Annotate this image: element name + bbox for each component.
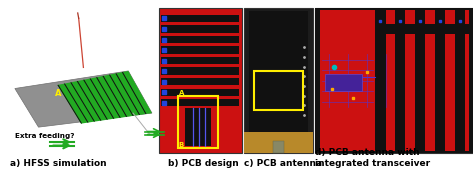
Polygon shape [15, 71, 152, 127]
Bar [435, 10, 445, 151]
Bar [415, 10, 425, 151]
Bar [375, 24, 474, 34]
Bar [244, 132, 313, 153]
Bar [469, 8, 474, 153]
Text: A: A [55, 88, 62, 98]
Bar [161, 67, 239, 75]
Bar [161, 57, 239, 64]
Polygon shape [83, 80, 108, 120]
Polygon shape [57, 85, 82, 124]
Bar [244, 8, 313, 153]
Bar [159, 8, 242, 153]
Text: d) PCB antenna with
integrated transceiver: d) PCB antenna with integrated transceiv… [315, 148, 430, 167]
Polygon shape [57, 71, 152, 124]
Polygon shape [90, 78, 114, 119]
Bar [315, 151, 474, 153]
Polygon shape [70, 82, 95, 122]
Text: B: B [179, 142, 184, 148]
Polygon shape [96, 77, 121, 118]
Text: b) PCB design: b) PCB design [168, 159, 239, 167]
Polygon shape [115, 73, 140, 115]
Bar [315, 8, 319, 153]
Bar [273, 141, 284, 153]
Bar [185, 108, 211, 146]
Bar [315, 8, 474, 10]
Bar [161, 25, 239, 33]
Bar [455, 10, 465, 151]
Bar [161, 15, 239, 22]
Polygon shape [77, 81, 101, 121]
Bar [375, 10, 385, 151]
Bar [315, 8, 474, 153]
Polygon shape [122, 72, 146, 114]
Text: Extra feeding?: Extra feeding? [15, 133, 74, 139]
Text: c) PCB antenna: c) PCB antenna [244, 159, 322, 167]
Bar [161, 46, 239, 54]
Bar [161, 78, 239, 85]
Polygon shape [109, 75, 134, 116]
Bar [249, 11, 308, 132]
Text: A: A [179, 90, 184, 96]
Bar [325, 74, 363, 91]
Polygon shape [102, 76, 127, 117]
Bar [161, 99, 239, 106]
Bar [161, 88, 239, 96]
Polygon shape [64, 84, 89, 123]
Text: a) HFSS simulation: a) HFSS simulation [10, 159, 107, 167]
Bar [161, 36, 239, 43]
Bar [395, 10, 405, 151]
Bar [254, 71, 303, 110]
Bar [178, 96, 218, 148]
